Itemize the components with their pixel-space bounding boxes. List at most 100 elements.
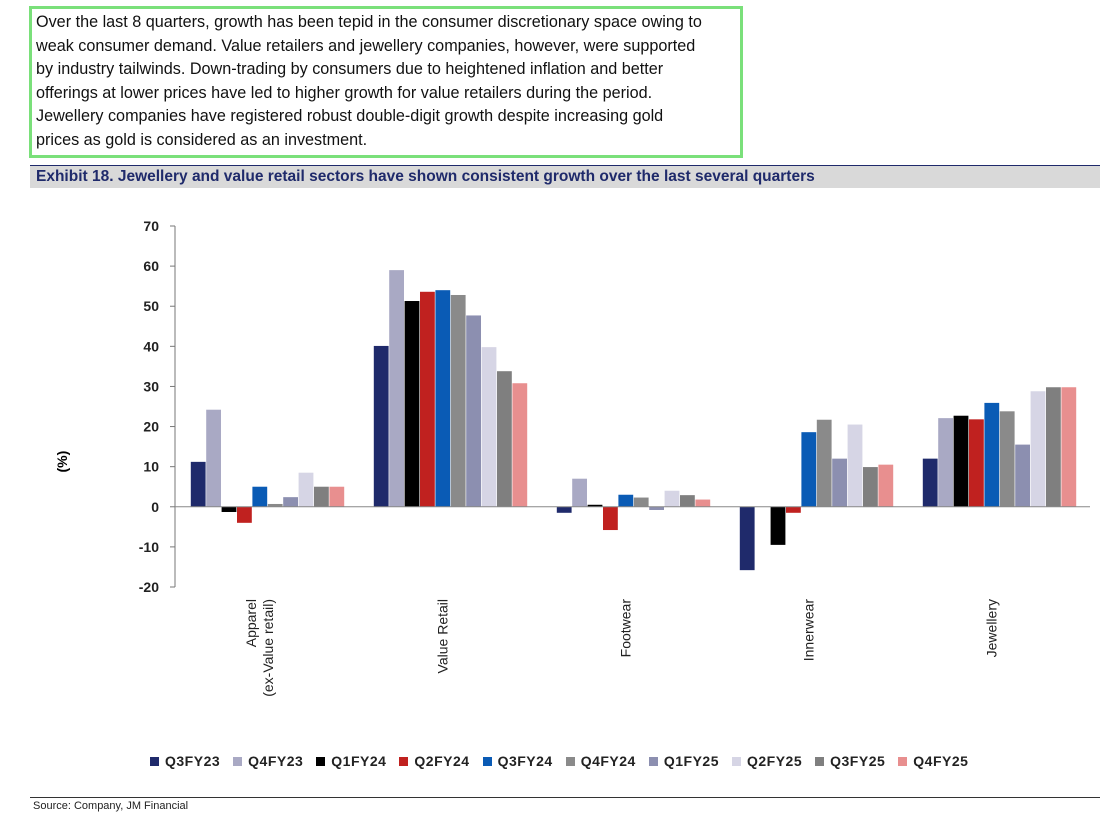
- bar-q1fy24: [953, 415, 969, 507]
- paragraph-line: offerings at lower prices have led to hi…: [36, 83, 653, 102]
- commentary-paragraph: Over the last 8 quarters, growth has bee…: [29, 6, 743, 158]
- legend-swatch: [898, 756, 908, 766]
- legend-label: Q4FY25: [913, 753, 969, 769]
- legend-item: Q4FY25: [898, 753, 968, 769]
- y-tick-label: 10: [143, 459, 159, 475]
- bar-q3fy23: [739, 506, 755, 571]
- legend-label: Q2FY25: [746, 753, 803, 769]
- bar-q4fy23: [572, 478, 587, 507]
- legend-label: Q3FY23: [165, 753, 221, 769]
- legend-label: Q4FY23: [248, 753, 304, 769]
- bar-q3fy23: [922, 458, 938, 507]
- bar-q2fy24: [237, 506, 252, 523]
- legend-label: Q3FY24: [497, 753, 553, 769]
- legend-swatch: [565, 756, 575, 766]
- bar-q4fy25: [878, 464, 894, 507]
- category-label: Jewellery: [984, 599, 1000, 657]
- bar-q2fy25: [664, 490, 680, 507]
- bar-q2fy24: [603, 506, 618, 531]
- y-axis-label: (%): [54, 451, 70, 473]
- legend-label: Q4FY24: [580, 753, 636, 769]
- category-label: Value Retail: [435, 599, 451, 673]
- bar-q2fy25: [298, 472, 314, 507]
- bar-q3fy24: [801, 432, 817, 507]
- bar-q2fy25: [1030, 391, 1046, 507]
- bar-q1fy25: [649, 506, 664, 510]
- legend-item: Q4FY23: [233, 753, 303, 769]
- legend-swatch: [399, 756, 409, 766]
- bar-q1fy24: [770, 506, 786, 545]
- legend-swatch: [233, 756, 243, 766]
- exhibit-top-rule: [30, 165, 1100, 166]
- legend-item: Q3FY23: [150, 753, 220, 769]
- paragraph-line: Over the last 8 quarters, growth has bee…: [36, 13, 702, 31]
- bar-q4fy23: [938, 418, 953, 507]
- y-tick-label: 40: [143, 338, 159, 354]
- legend-label: Q1FY25: [663, 753, 719, 769]
- legend-label: Q2FY24: [414, 753, 470, 769]
- bar-q4fy23: [206, 409, 221, 507]
- paragraph-line: Jewellery companies have registered robu…: [36, 107, 664, 126]
- paragraph-line: prices as gold is considered as an inves…: [36, 130, 368, 149]
- paragraph-line: weak consumer demand. Value retailers an…: [36, 36, 696, 55]
- y-tick-label: 50: [143, 298, 159, 314]
- bar-q3fy24: [984, 402, 1000, 507]
- bar-q4fy25: [1061, 387, 1077, 507]
- legend-item: Q1FY24: [316, 753, 386, 769]
- bar-q4fy25: [695, 499, 711, 507]
- source-note: Source: Company, JM Financial: [33, 800, 189, 812]
- source-rule: [30, 797, 1100, 798]
- bar-q4fy23: [389, 270, 404, 507]
- bar-q3fy25: [1046, 387, 1061, 507]
- legend-swatch: [731, 756, 741, 766]
- bar-q3fy25: [314, 486, 329, 507]
- legend-item: Q3FY25: [815, 753, 885, 769]
- bar-chart: 70 60 50 40 30 20 10 0 -10 -20 (%) Apparel (ex-Value…: [54, 218, 1090, 697]
- legend-swatch: [150, 756, 159, 766]
- bar-q2fy24: [786, 506, 801, 513]
- legend-item: Q3FY24: [482, 753, 553, 769]
- category-label: Footwear: [618, 599, 634, 658]
- legend-item: Q4FY24: [565, 753, 636, 769]
- bar-q1fy25: [1015, 444, 1030, 507]
- bar-q3fy24: [252, 486, 268, 507]
- category-label: Apparel: [243, 599, 259, 647]
- bar-q4fy24: [450, 294, 466, 507]
- legend-label: Q1FY24: [331, 753, 387, 769]
- bar-q1fy24: [221, 506, 237, 512]
- legend-label: Q3FY25: [830, 753, 886, 769]
- bar-q4fy25: [512, 383, 528, 507]
- bar-q2fy24: [969, 419, 984, 507]
- bar-q4fy24: [633, 497, 649, 507]
- bar-q1fy24: [587, 504, 603, 507]
- bar-q3fy24: [618, 494, 634, 507]
- bar-q3fy25: [863, 467, 878, 507]
- y-tick-label: 0: [151, 499, 159, 515]
- bar-q3fy24: [435, 290, 451, 507]
- legend-swatch: [316, 756, 326, 766]
- legend-swatch: [815, 756, 825, 766]
- legend-item: Q2FY24: [399, 753, 469, 769]
- exhibit-title: Exhibit 18. Jewellery and value retail s…: [30, 166, 1100, 188]
- y-tick-label: -10: [139, 539, 159, 555]
- paragraph-line: by industry tailwinds. Down-trading by c…: [36, 60, 664, 79]
- bar-q4fy25: [329, 486, 345, 507]
- bar-q3fy25: [680, 495, 695, 507]
- bar-q1fy25: [832, 458, 847, 507]
- y-tick-label: 70: [143, 218, 159, 234]
- bar-q4fy24: [816, 419, 832, 507]
- legend-item: Q1FY25: [648, 753, 719, 769]
- legend-swatch: [482, 756, 492, 766]
- bar-q1fy25: [466, 315, 481, 507]
- chart-legend: Q3FY23 Q4FY23 Q1FY24 Q2FY24 Q3FY24 Q4FY24 Q1FY…: [150, 753, 981, 769]
- bar-q4fy24: [999, 411, 1015, 507]
- legend-item: Q2FY25: [731, 753, 803, 769]
- bar-q3fy23: [556, 506, 572, 513]
- bar-q3fy23: [190, 461, 206, 507]
- bar-q4fy24: [267, 503, 283, 507]
- category-label: (ex-Value retail): [260, 599, 276, 697]
- y-tick-label: 60: [143, 258, 159, 274]
- bar-q3fy25: [497, 371, 512, 507]
- category-label: Innerwear: [801, 599, 817, 662]
- y-tick-label: 20: [143, 419, 159, 435]
